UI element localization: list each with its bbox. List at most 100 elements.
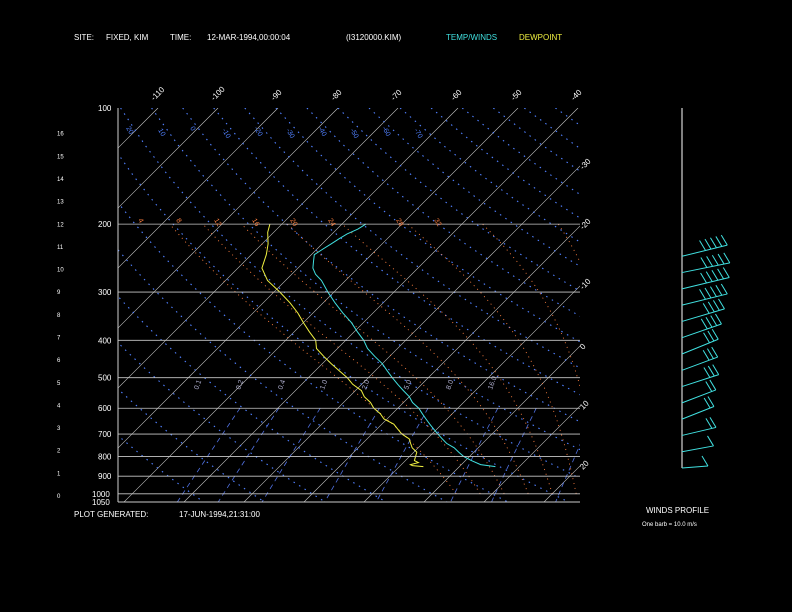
wind-barb-flag <box>705 317 713 328</box>
wind-barb-flag <box>710 237 717 249</box>
isotherm-label-top: -50 <box>509 87 524 102</box>
isotherm-line <box>483 405 580 502</box>
dry-adiabat-label: -10 <box>220 128 231 140</box>
pressure-tick-label: 900 <box>98 472 112 481</box>
pressure-tick-label: 400 <box>98 336 112 345</box>
moist-adiabat-label: 28 <box>394 218 404 228</box>
moist-adiabat-line <box>169 223 457 495</box>
wind-barb-flag <box>699 240 706 251</box>
dry-adiabat-line <box>213 108 580 396</box>
pressure-tick-label: 1000 <box>92 490 110 499</box>
moist-adiabat-label: 8 <box>174 218 182 225</box>
dry-adiabat-label: -60 <box>380 126 391 138</box>
wind-barb-staff <box>681 445 714 453</box>
wind-barb-flag <box>702 349 710 361</box>
moist-adiabat-label: 12 <box>212 218 222 228</box>
isotherm-label-right: 0 <box>578 342 588 352</box>
dry-adiabat-line <box>118 388 265 502</box>
isotherm-label-right: -20 <box>578 216 593 231</box>
isotherm-line <box>363 285 580 502</box>
wind-barb-flag <box>709 379 717 391</box>
mixing-ratio-label: 0.4 <box>277 379 287 391</box>
pressure-tick-label: 100 <box>98 104 112 113</box>
wind-barb-flag <box>706 348 714 359</box>
wind-barb-flag <box>722 267 730 278</box>
wind-barb-flag <box>711 346 719 358</box>
height-tick-label: 0 <box>57 494 61 500</box>
height-tick-label: 10 <box>57 268 64 274</box>
wind-barb-flag <box>704 287 712 299</box>
time-value: 12-MAR-1994,00:00:04 <box>207 33 291 42</box>
wind-barb-flag <box>699 289 706 300</box>
isotherm-label-top: -90 <box>269 87 284 102</box>
wind-barb-staff <box>681 277 730 290</box>
dry-adiabat-label: -20 <box>252 126 263 138</box>
mixing-ratio-line <box>176 407 241 502</box>
isotherm-label-top: -40 <box>569 87 584 102</box>
dry-adiabat-line <box>430 108 580 219</box>
isotherm-label-top: -110 <box>149 85 167 103</box>
dry-adiabat-line <box>555 108 580 126</box>
wind-barb-flag <box>701 455 709 467</box>
isotherm-line <box>604 108 792 502</box>
dry-adiabat-label: 10 <box>156 128 166 138</box>
dry-adiabat-line <box>182 108 580 423</box>
winds-profile-title: WINDS PROFILE <box>646 506 710 515</box>
dry-adiabat-line <box>118 434 205 502</box>
wind-barb-flag <box>707 330 715 342</box>
mixing-ratio-line <box>555 443 580 502</box>
wind-barb-staff <box>681 356 718 371</box>
wind-barb-flag <box>717 268 725 280</box>
height-tick-label: 2 <box>57 449 61 455</box>
dry-adiabat-label: -30 <box>284 128 295 140</box>
file-name: (I3120000.KIM) <box>346 33 402 42</box>
wind-barb-flag <box>711 254 719 266</box>
wind-barb-flag <box>715 236 723 247</box>
wind-barb-flag <box>715 313 722 325</box>
pressure-tick-label: 200 <box>98 220 112 229</box>
legend-temp-winds: TEMP/WINDS <box>446 33 498 42</box>
dry-adiabat-line <box>118 341 326 502</box>
isotherm-label-right: 10 <box>578 398 591 411</box>
pressure-tick-label: 300 <box>98 288 112 297</box>
wind-barb-flag <box>710 315 718 326</box>
dry-adiabat-line <box>586 108 792 502</box>
wind-barb-flag <box>718 298 725 310</box>
winds-barb-note: One barb = 10.0 m/s <box>642 522 697 528</box>
isotherm-line <box>303 225 580 502</box>
pressure-tick-label: 600 <box>98 404 112 413</box>
wind-barb-flag <box>711 328 719 340</box>
mixing-ratio-label: 0.1 <box>193 379 203 391</box>
isotherm-line <box>0 108 98 502</box>
dry-adiabat-line <box>649 108 792 502</box>
mixing-ratio-label: 16.0 <box>487 375 498 390</box>
isotherm-label-right: -10 <box>578 276 593 291</box>
moist-adiabat-label: 20 <box>288 218 298 228</box>
wind-barb-flag <box>707 435 714 447</box>
mixing-ratio-label: 0.2 <box>235 379 245 391</box>
height-tick-label: 9 <box>57 290 61 296</box>
wind-barb-staff <box>681 374 719 388</box>
pressure-tick-label: 800 <box>98 452 112 461</box>
wind-barb-flag <box>711 269 719 281</box>
wind-barb-flag <box>707 301 715 313</box>
dry-adiabat-line <box>118 248 448 502</box>
isotherm-label-right: -30 <box>578 156 593 171</box>
diagram-area <box>0 108 792 502</box>
isotherm-line <box>123 108 519 502</box>
wind-barb-staff <box>681 293 728 306</box>
mixing-ratio-label: 5.0 <box>403 379 413 391</box>
height-tick-label: 3 <box>57 426 61 432</box>
time-label: TIME: <box>170 33 192 42</box>
wind-barb-staff <box>681 389 717 404</box>
moist-adiabat-line <box>202 223 481 495</box>
wind-barb-flag <box>723 252 731 264</box>
dry-adiabat-label: -40 <box>316 126 327 138</box>
wind-barb-flag <box>700 257 708 268</box>
pressure-tick-label: 700 <box>98 430 112 439</box>
wind-barb-flag <box>702 303 710 314</box>
wind-barb-flag <box>707 396 715 407</box>
wind-barb-flag <box>700 318 708 330</box>
wind-barb-flag <box>705 271 713 282</box>
